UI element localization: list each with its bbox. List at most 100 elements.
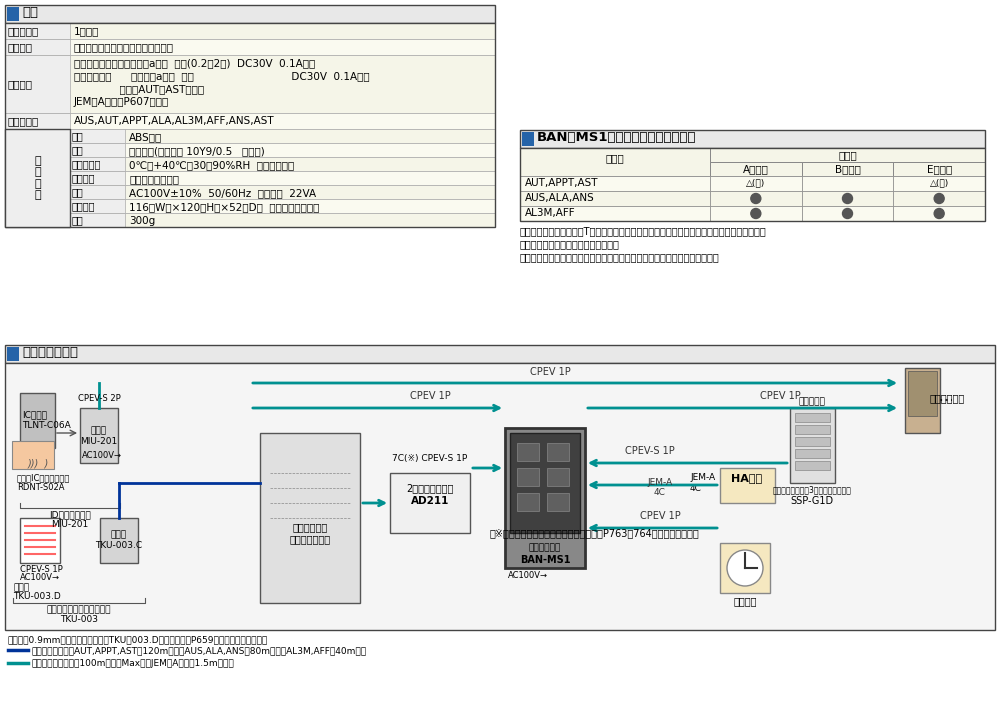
Bar <box>908 371 937 416</box>
Text: 仕上: 仕上 <box>72 145 84 155</box>
Text: 4C: 4C <box>690 484 702 493</box>
Bar <box>520 148 710 176</box>
Bar <box>5 23 495 227</box>
Text: 仕様: 仕様 <box>22 6 38 19</box>
Bar <box>70 185 495 199</box>
Bar <box>100 518 138 563</box>
Text: AC100V±10%  50/60Hz  消費電力  22VA: AC100V±10% 50/60Hz 消費電力 22VA <box>129 188 316 198</box>
Bar <box>520 206 710 221</box>
Bar <box>5 5 495 23</box>
Bar <box>5 39 495 55</box>
Text: 電源: 電源 <box>72 187 84 197</box>
Bar <box>20 393 55 448</box>
Bar <box>893 191 985 206</box>
Text: Aモード: Aモード <box>743 164 769 174</box>
Text: ・連続解錠機能はありません。: ・連続解錠機能はありません。 <box>520 239 620 249</box>
Circle shape <box>842 209 852 219</box>
Bar <box>795 437 830 446</box>
Text: CPEV-S 1P: CPEV-S 1P <box>20 565 63 574</box>
Bar <box>70 129 495 143</box>
Bar <box>710 176 802 191</box>
Bar <box>795 425 830 434</box>
Text: 防水性能: 防水性能 <box>72 173 96 183</box>
Bar <box>547 468 569 486</box>
Bar <box>795 413 830 422</box>
Text: TKU-003.D: TKU-003.D <box>13 592 61 601</box>
Text: CPEV-S 2P: CPEV-S 2P <box>78 394 120 403</box>
Text: Eモード: Eモード <box>927 164 952 174</box>
Text: ・導体径0.9mmの場合の配線距離（TKU－003.Dの配線距離はP659をご参照ください。）: ・導体径0.9mmの場合の配線距離（TKU－003.Dの配線距離はP659をご参… <box>8 635 268 644</box>
Bar <box>710 206 802 221</box>
Text: AC100V→: AC100V→ <box>508 571 548 580</box>
Text: 300g: 300g <box>129 216 155 226</box>
Bar <box>20 518 60 563</box>
Bar <box>795 461 830 470</box>
Bar <box>893 162 985 176</box>
Bar <box>7 7 19 21</box>
Text: （注）AUT、ASTを除く: （注）AUT、ASTを除く <box>74 84 204 94</box>
Text: 電気錠操作盤: 電気錠操作盤 <box>529 543 561 552</box>
Bar <box>12 441 54 469</box>
Bar <box>520 130 985 148</box>
Text: 電気錠: 電気錠 <box>606 153 624 163</box>
Text: 0℃～+40℃、30～90%RH  結露なきこと: 0℃～+40℃、30～90%RH 結露なきこと <box>129 160 294 170</box>
Bar <box>390 473 470 533</box>
Text: CPEV 1P: CPEV 1P <box>760 391 800 401</box>
Bar <box>520 148 985 221</box>
Text: ・キーまたはサムターンで解錠した場合も、閉扉後自動施錠します。: ・キーまたはサムターンで解錠した場合も、閉扉後自動施錠します。 <box>520 252 720 262</box>
Text: マジカルテンキーユニット
TKU-003: マジカルテンキーユニット TKU-003 <box>47 605 111 624</box>
Text: システム構成図: システム構成図 <box>22 346 78 359</box>
Bar <box>70 143 495 157</box>
Circle shape <box>727 550 763 586</box>
Circle shape <box>934 194 944 204</box>
Bar <box>70 157 125 171</box>
Bar <box>905 368 940 433</box>
Text: 電気錠または電気ストライクの制御: 電気錠または電気ストライクの制御 <box>74 42 174 52</box>
Text: SSP-G1D: SSP-G1D <box>790 496 834 506</box>
Text: CPEV-S 1P: CPEV-S 1P <box>625 446 675 456</box>
Bar <box>710 191 802 206</box>
Text: 操作器: 操作器 <box>13 583 29 592</box>
Bar <box>5 113 495 129</box>
Text: なし（屋内仕様）: なし（屋内仕様） <box>129 174 179 184</box>
Text: 重量: 重量 <box>72 215 84 225</box>
Bar <box>517 443 539 461</box>
Text: タイマー: タイマー <box>733 596 757 606</box>
Bar <box>710 162 802 176</box>
Bar <box>80 408 118 463</box>
Bar <box>802 206 893 221</box>
Circle shape <box>751 194 761 204</box>
Text: JEM-A: JEM-A <box>690 473 715 482</box>
Bar <box>5 363 995 630</box>
Text: インターホン入力：無電圧a接点  瞬時(0.2～2秒)  DC30V  0.1A以上: インターホン入力：無電圧a接点 瞬時(0.2～2秒) DC30V 0.1A以上 <box>74 58 315 68</box>
Bar <box>547 493 569 511</box>
Bar <box>5 113 70 129</box>
Text: BAN－MS1型による電気錠の使い方: BAN－MS1型による電気錠の使い方 <box>537 131 696 144</box>
Bar <box>802 162 893 176</box>
Text: 電気錠または
電気ストライク: 電気錠または 電気ストライク <box>289 522 331 544</box>
Text: 基本機能: 基本機能 <box>8 42 33 52</box>
Text: 1ゲート: 1ゲート <box>74 26 99 36</box>
Text: 材質: 材質 <box>72 131 84 141</box>
Text: ABS樹脂: ABS樹脂 <box>129 132 162 142</box>
Text: AUT,APPT,AST: AUT,APPT,AST <box>525 178 598 188</box>
Text: （※）２線変換アダプタ～電気錠の配線はP763、764を参照ください。: （※）２線変換アダプタ～電気錠の配線はP763、764を参照ください。 <box>490 528 700 538</box>
Text: 一
般
仕
様: 一 般 仕 様 <box>34 156 41 200</box>
Bar <box>70 157 495 171</box>
Bar <box>522 132 534 146</box>
Bar <box>547 443 569 461</box>
Bar <box>520 191 710 206</box>
Text: AC100V→: AC100V→ <box>20 573 60 582</box>
Bar <box>802 191 893 206</box>
Bar <box>720 543 770 593</box>
Bar <box>70 199 495 213</box>
Bar <box>7 347 19 361</box>
Text: AD211: AD211 <box>411 496 449 506</box>
Bar <box>517 493 539 511</box>
Text: △(注): △(注) <box>746 178 765 187</box>
Bar <box>70 171 495 185</box>
Text: 7C(※) CPEV-S 1P: 7C(※) CPEV-S 1P <box>392 454 468 463</box>
Bar <box>70 199 125 213</box>
Bar <box>70 129 125 143</box>
Bar <box>70 213 495 227</box>
